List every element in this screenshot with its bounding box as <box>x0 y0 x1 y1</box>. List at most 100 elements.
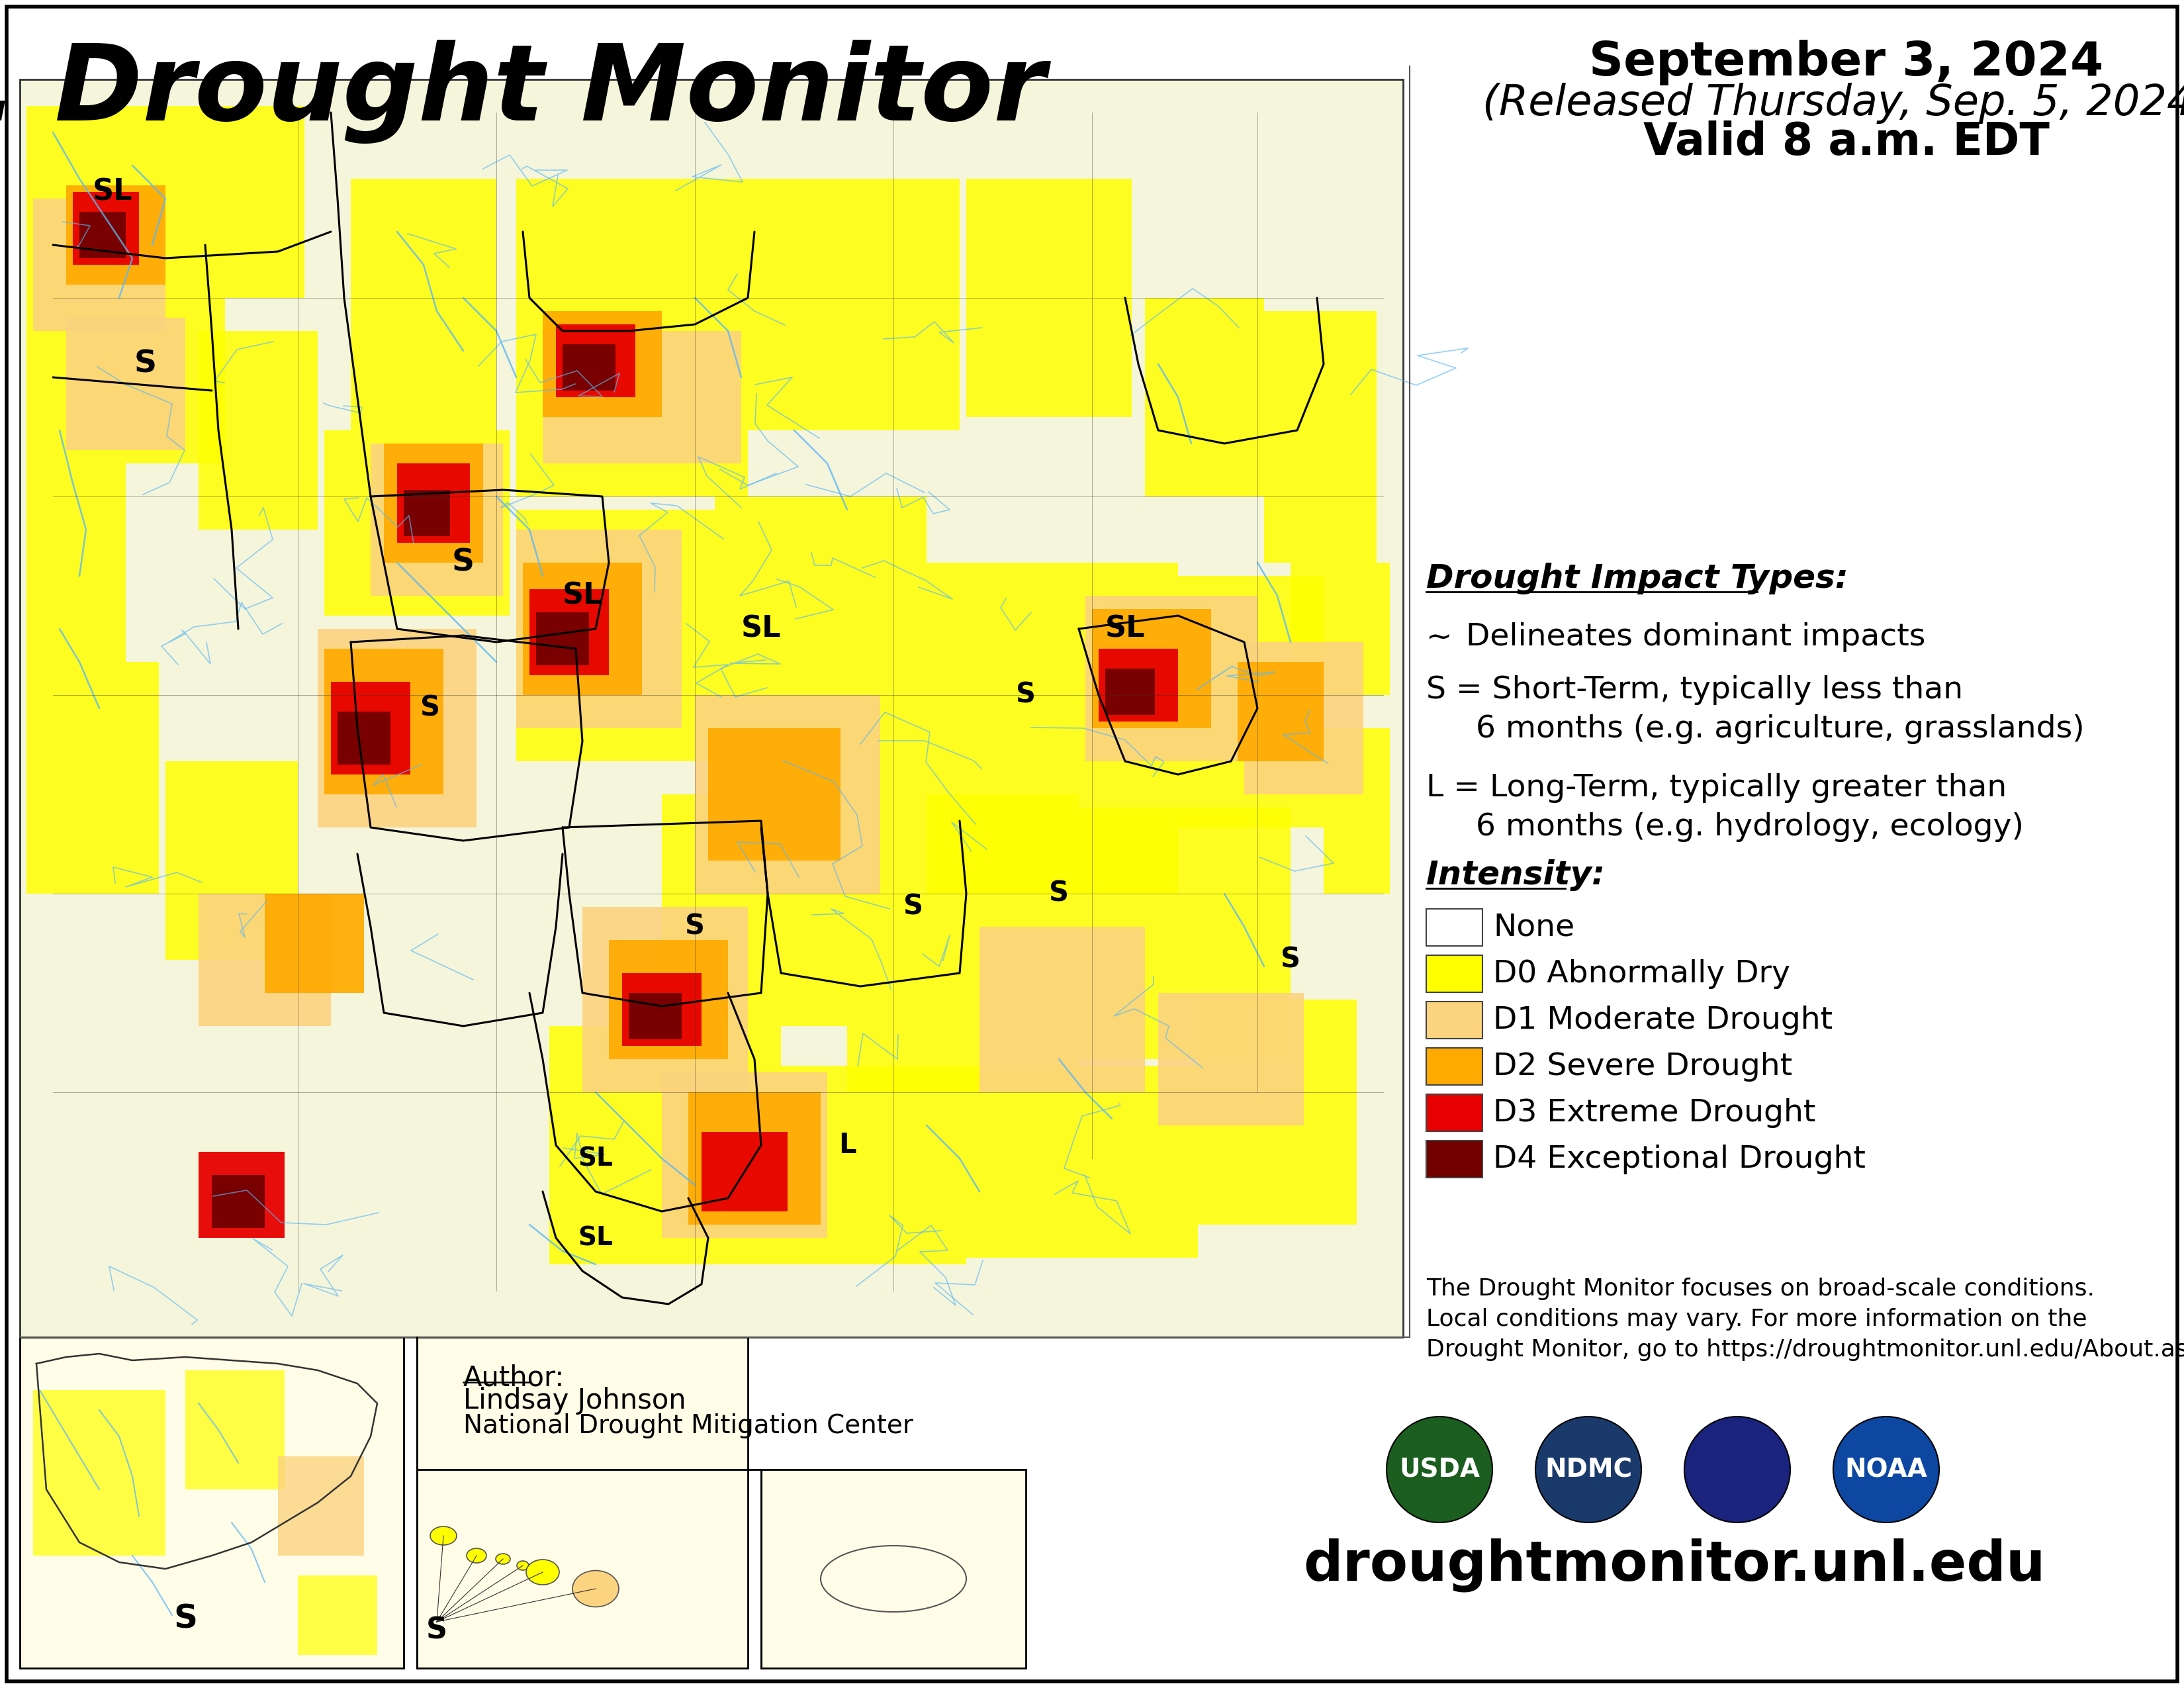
Bar <box>332 682 411 775</box>
Bar <box>72 192 140 265</box>
Ellipse shape <box>572 1570 618 1607</box>
Text: S: S <box>904 893 924 920</box>
Circle shape <box>1832 1416 1939 1523</box>
Bar <box>535 613 590 665</box>
Bar <box>965 179 1131 417</box>
Text: S = Short-Term, typically less than
     6 months (e.g. agriculture, grasslands): S = Short-Term, typically less than 6 mo… <box>1426 675 2084 744</box>
Bar <box>701 1133 788 1212</box>
Bar <box>323 430 509 616</box>
Text: SL: SL <box>563 582 603 609</box>
Bar <box>66 186 166 285</box>
Bar <box>384 444 483 562</box>
Bar <box>20 79 1402 1337</box>
Text: Intensity:: Intensity: <box>1426 859 1605 891</box>
Bar <box>542 311 662 417</box>
Bar <box>264 893 365 993</box>
Bar <box>926 562 1177 893</box>
Text: S: S <box>1280 945 1299 974</box>
Text: SL: SL <box>740 614 782 643</box>
Text: L = Long-Term, typically greater than
     6 months (e.g. hydrology, ecology): L = Long-Term, typically greater than 6 … <box>1426 773 2025 842</box>
Bar <box>79 211 127 258</box>
Bar <box>1426 1001 1483 1038</box>
Bar <box>714 496 926 795</box>
Bar <box>688 1092 821 1224</box>
Bar <box>708 728 841 861</box>
Text: The Drought Monitor focuses on broad-scale conditions.
Local conditions may vary: The Drought Monitor focuses on broad-sca… <box>1426 1278 2184 1361</box>
Text: S: S <box>1016 682 1035 709</box>
Text: Valid 8 a.m. EDT: Valid 8 a.m. EDT <box>1642 120 2049 164</box>
Bar <box>33 1391 166 1556</box>
Bar <box>1105 668 1155 716</box>
Bar <box>417 1337 747 1668</box>
Bar <box>26 662 159 893</box>
Bar <box>1426 908 1483 945</box>
Bar <box>1144 297 1265 496</box>
Bar <box>397 464 470 544</box>
Text: S: S <box>419 694 441 722</box>
Bar <box>1426 1048 1483 1085</box>
Bar <box>199 331 317 530</box>
Bar <box>186 1371 284 1489</box>
Text: Delineates dominant impacts: Delineates dominant impacts <box>1457 623 1926 652</box>
Bar <box>371 444 502 596</box>
Text: NOAA: NOAA <box>1845 1457 1928 1482</box>
Text: SL: SL <box>579 1146 614 1171</box>
Bar <box>557 324 636 397</box>
Bar <box>622 972 701 1047</box>
Ellipse shape <box>496 1553 511 1565</box>
Bar <box>522 562 642 695</box>
Text: S: S <box>133 349 157 380</box>
Text: SL: SL <box>579 1225 614 1251</box>
Bar <box>529 589 609 675</box>
Bar <box>1238 662 1324 761</box>
Bar <box>1092 609 1212 728</box>
Bar <box>550 1026 782 1264</box>
Circle shape <box>1535 1416 1642 1523</box>
Bar <box>26 464 127 662</box>
Text: S: S <box>452 549 474 577</box>
Bar <box>199 893 332 1026</box>
Text: None: None <box>1494 913 1575 942</box>
Text: Drought Impact Types:: Drought Impact Types: <box>1426 562 1848 594</box>
Ellipse shape <box>467 1548 487 1563</box>
Bar <box>978 927 1144 1092</box>
Text: Author:: Author: <box>463 1364 566 1391</box>
Bar <box>404 490 450 537</box>
Bar <box>695 695 880 893</box>
Bar <box>515 510 714 761</box>
Ellipse shape <box>821 1546 965 1612</box>
Bar <box>26 297 225 464</box>
Bar <box>1099 648 1177 721</box>
Text: Lindsay Johnson: Lindsay Johnson <box>463 1388 686 1415</box>
Text: SL: SL <box>92 177 133 206</box>
Bar <box>339 712 391 765</box>
Text: September 3, 2024: September 3, 2024 <box>1590 41 2103 86</box>
Bar <box>1197 999 1356 1224</box>
Text: USDA: USDA <box>1400 1457 1481 1482</box>
Bar <box>1324 728 1389 893</box>
Bar <box>1426 1094 1483 1131</box>
Text: droughtmonitor.unl.edu: droughtmonitor.unl.edu <box>1304 1538 2046 1592</box>
Bar <box>1265 311 1376 562</box>
Bar <box>1245 641 1363 795</box>
Text: D3 Extreme Drought: D3 Extreme Drought <box>1494 1097 1815 1128</box>
Text: L: L <box>839 1131 856 1160</box>
Bar <box>323 648 443 795</box>
Bar <box>20 1337 404 1668</box>
Bar <box>782 1065 965 1264</box>
Bar <box>1426 1141 1483 1178</box>
Bar <box>609 940 727 1058</box>
Bar <box>583 906 747 1092</box>
Bar <box>1177 576 1324 827</box>
Bar <box>662 1072 828 1237</box>
Text: S: S <box>686 913 705 940</box>
Bar <box>66 317 186 451</box>
Bar <box>747 179 959 430</box>
Bar <box>317 630 476 827</box>
Circle shape <box>1387 1416 1492 1523</box>
Ellipse shape <box>430 1526 456 1545</box>
Bar <box>26 106 304 297</box>
Circle shape <box>1684 1416 1791 1523</box>
Bar <box>629 993 681 1040</box>
Text: D4 Exceptional Drought: D4 Exceptional Drought <box>1494 1144 1865 1173</box>
